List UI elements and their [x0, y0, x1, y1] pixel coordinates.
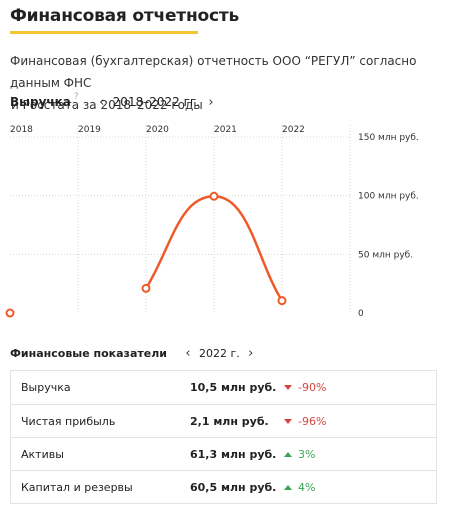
financial-indicators-label: Финансовые показатели [10, 346, 167, 360]
subtitle-line-1: Финансовая (бухгалтерская) отчетность ОО… [10, 54, 417, 90]
indicator-name: Чистая прибыль [21, 414, 116, 428]
indicator-change: -90% [284, 381, 326, 394]
financial-period: 2022 г. [198, 346, 240, 360]
x-tick-label: 2019 [78, 125, 101, 135]
data-point [277, 296, 287, 306]
chevron-right-icon[interactable]: › [208, 94, 214, 110]
y-tick-label: 0 [358, 309, 364, 319]
y-tick-label: 150 млн руб. [358, 133, 419, 143]
page-title: Финансовая отчетность [10, 6, 240, 26]
change-value: -90% [298, 381, 327, 394]
revenue-period-selector: Выручка ? ‹ 2018–2022 гг. › [10, 92, 218, 110]
revenue-chart: 2018 2019 2020 2021 2022 0 50 млн руб. 100 млн … [0, 118, 450, 328]
y-tick-label: 50 млн руб. [358, 250, 413, 260]
x-tick-label: 2020 [146, 125, 169, 135]
revenue-period: 2018–2022 гг. [112, 95, 200, 109]
chevron-left-icon[interactable]: ‹ [99, 94, 105, 110]
data-point [209, 191, 219, 201]
chevron-right-icon[interactable]: › [248, 345, 254, 361]
indicator-name: Активы [21, 447, 64, 461]
indicator-value: 2,1 млн руб. [190, 414, 269, 428]
table-row: Выручка 10,5 млн руб. -90% [11, 371, 436, 404]
title-underline [10, 31, 198, 34]
y-tick-label: 100 млн руб. [358, 192, 419, 202]
change-value: -96% [298, 414, 327, 428]
arrow-down-icon [284, 418, 292, 424]
x-tick-label: 2021 [214, 125, 237, 135]
change-value: 4% [298, 480, 316, 494]
change-value: 3% [298, 447, 316, 461]
financial-table: Выручка 10,5 млн руб. -90% Чистая прибыл… [10, 370, 437, 504]
indicator-value: 60,5 млн руб. [190, 480, 277, 494]
indicator-change: 3% [284, 448, 315, 461]
x-tick-label: 2022 [282, 125, 305, 135]
indicator-change: -96% [284, 415, 326, 428]
data-point [5, 308, 15, 318]
table-row: Капитал и резервы 60,5 млн руб. 4% [11, 470, 436, 503]
table-row: Активы 61,3 млн руб. 3% [11, 437, 436, 470]
financial-period-selector: Финансовые показатели ‹ 2022 г. › [10, 345, 258, 361]
arrow-down-icon [284, 385, 292, 390]
help-icon[interactable]: ? [73, 92, 79, 102]
arrow-up-icon [284, 451, 292, 457]
indicator-value: 61,3 млн руб. [190, 447, 277, 461]
indicator-value: 10,5 млн руб. [190, 381, 277, 394]
indicator-name: Капитал и резервы [21, 480, 133, 494]
table-row: Чистая прибыль 2,1 млн руб. -96% [11, 404, 436, 437]
arrow-up-icon [284, 484, 292, 490]
indicator-name: Выручка [21, 381, 71, 394]
x-tick-label: 2018 [10, 125, 33, 135]
page-subtitle: Финансовая (бухгалтерская) отчетность ОО… [10, 50, 440, 116]
chevron-left-icon[interactable]: ‹ [185, 345, 191, 361]
data-point [141, 283, 151, 293]
revenue-label: Выручка [10, 95, 71, 109]
subtitle-line-2: и Росстата за 2018–2022 годы [11, 98, 203, 112]
revenue-chart-svg: 2018 2019 2020 2021 2022 0 50 млн руб. 100 млн … [5, 125, 419, 319]
indicator-change: 4% [284, 481, 315, 494]
